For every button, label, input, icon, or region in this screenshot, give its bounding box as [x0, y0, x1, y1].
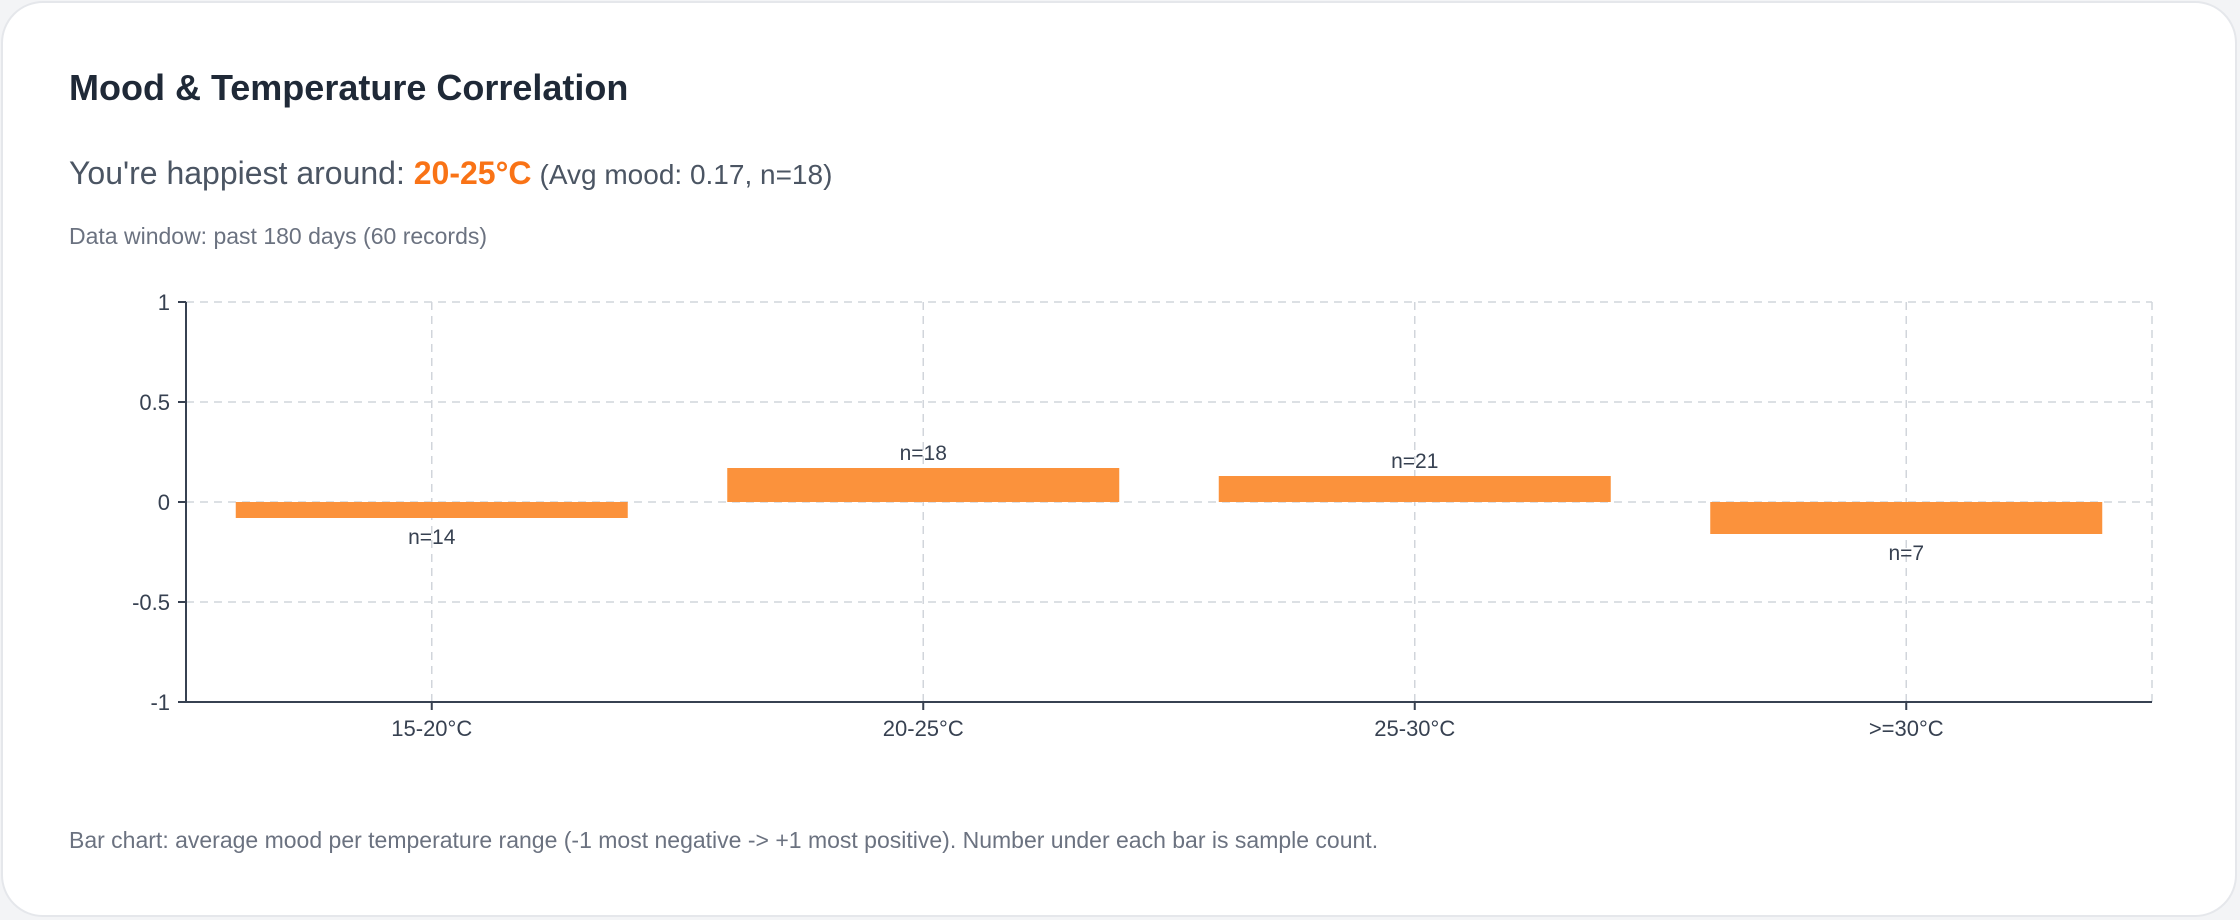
bar[interactable]: [235, 502, 628, 518]
x-tick-label: 25-30°C: [1374, 716, 1455, 741]
bar[interactable]: [1710, 502, 2103, 534]
card-title: Mood & Temperature Correlation: [69, 67, 629, 108]
happiest-range: 20-25°C: [413, 155, 532, 191]
x-tick-label: >=30°C: [1869, 716, 1944, 741]
data-window-note: Data window: past 180 days (60 records): [69, 223, 488, 249]
happiest-summary: You're happiest around: 20-25°C (Avg mood…: [69, 155, 832, 192]
bar[interactable]: [727, 468, 1120, 502]
bar-count-label: n=18: [900, 442, 947, 465]
x-tick-label: 20-25°C: [883, 716, 964, 741]
bar-count-label: n=14: [408, 526, 456, 549]
bar[interactable]: [1218, 476, 1611, 502]
y-tick-label: -1: [150, 690, 170, 715]
x-tick-label: 15-20°C: [391, 716, 472, 741]
y-tick-label: 0.5: [139, 390, 170, 415]
chart-bars: [235, 468, 2103, 534]
y-tick-label: -0.5: [132, 590, 170, 615]
chart-labels: 1 0.5 0 -0.5 -1 15-20°C n=14 20-25°C n=18 25-30°C…: [132, 290, 1944, 741]
happiest-prefix: You're happiest around:: [69, 155, 414, 191]
y-tick-label: 1: [158, 290, 170, 315]
y-tick-label: 0: [158, 490, 170, 515]
bar-count-label: n=7: [1888, 542, 1924, 565]
happiest-stats: (Avg mood: 0.17, n=18): [539, 159, 833, 190]
chart-axes: [178, 301, 2152, 710]
chart-caption: Bar chart: average mood per temperature …: [69, 827, 1379, 853]
bar-count-label: n=21: [1391, 450, 1438, 473]
